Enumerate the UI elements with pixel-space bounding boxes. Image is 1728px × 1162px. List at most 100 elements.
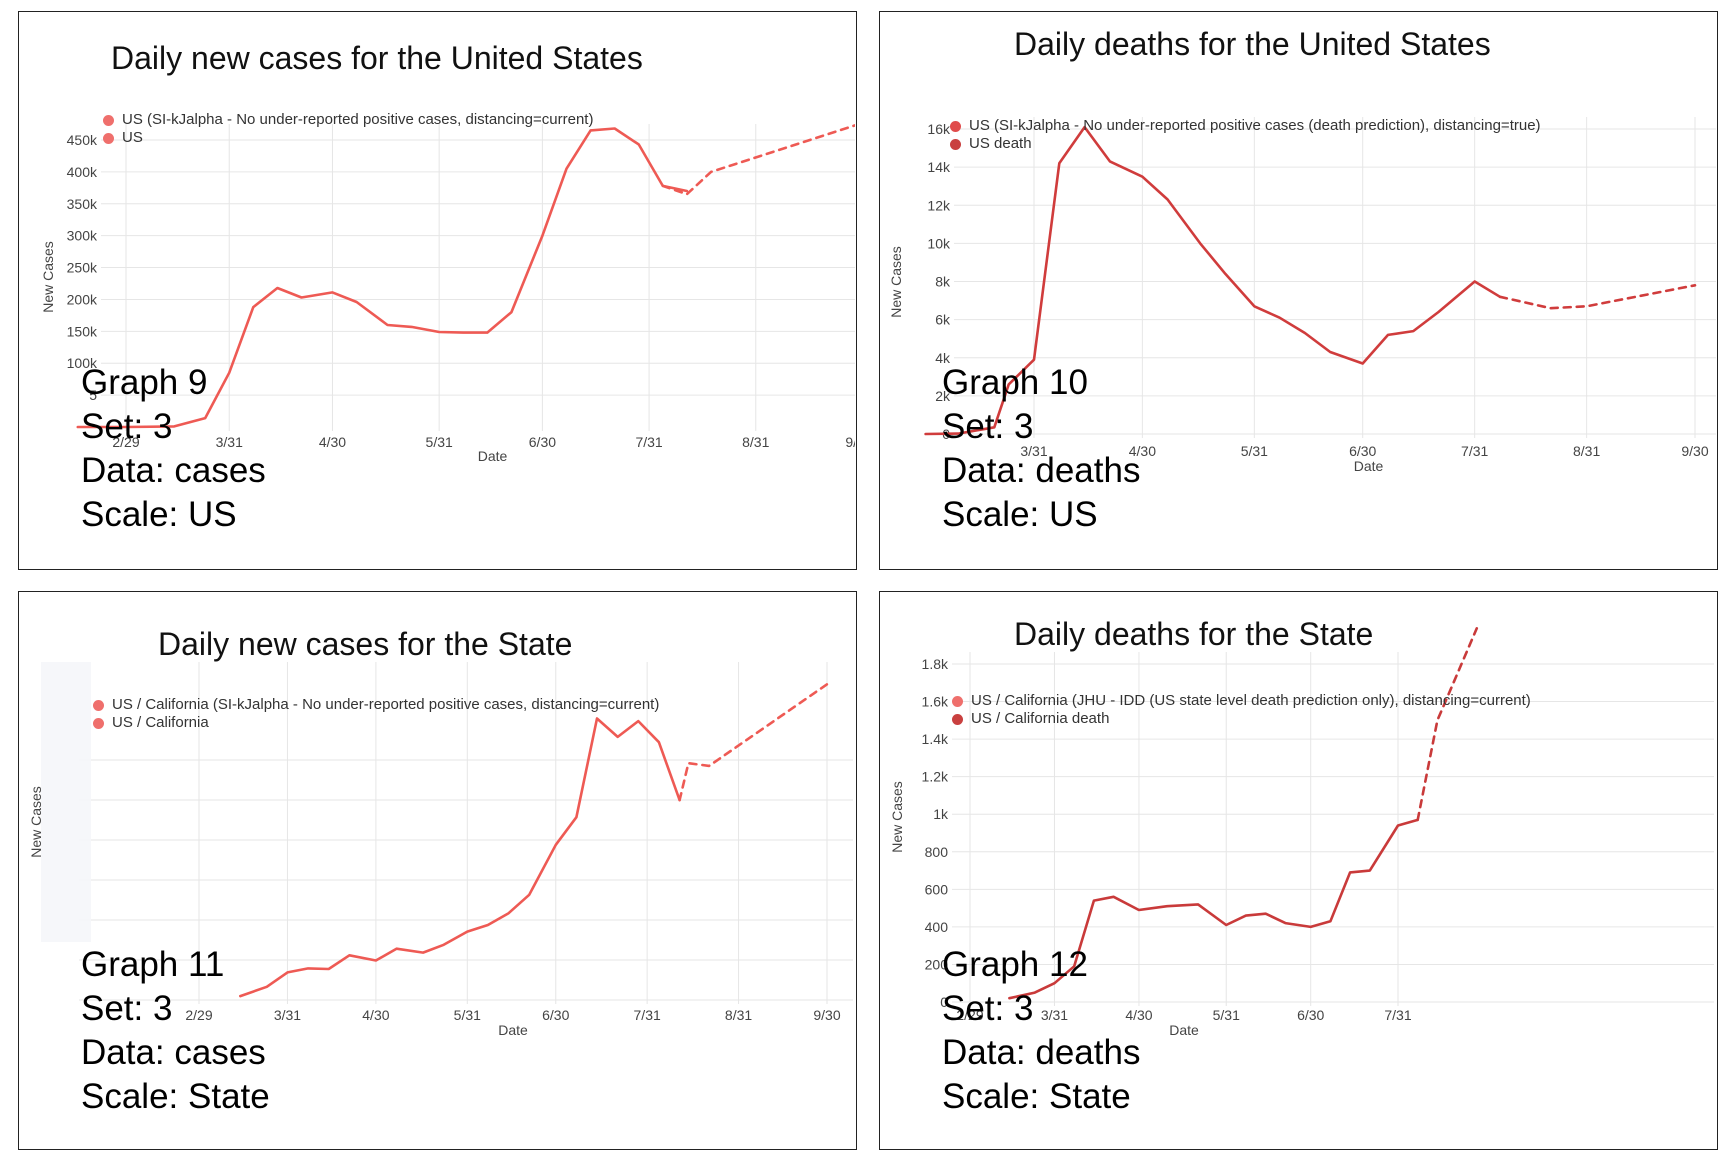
y-tick-label: 800 xyxy=(925,844,949,860)
graph-info-block: Graph 9 Set: 3 Data: cases Scale: US xyxy=(81,361,266,537)
x-tick-label: 2/29 xyxy=(112,434,139,450)
legend-dot-icon xyxy=(952,713,963,725)
chart-panel-state-cases: 2/29 3/31 4/30 5/31 6/30 7/31 8/31 9/30 Date New … xyxy=(18,591,857,1150)
axis-overlay xyxy=(41,662,91,942)
x-tick-label: 4/30 xyxy=(362,1007,389,1023)
legend-dot-icon xyxy=(93,717,104,729)
x-tick-label: 7/31 xyxy=(1461,443,1488,459)
graph-info-block: Graph 12 Set: 3 Data: deaths Scale: Stat… xyxy=(942,943,1140,1119)
graph-number: Graph 11 xyxy=(81,945,225,984)
x-tick-label: 9/30 xyxy=(813,1007,840,1023)
legend-dot-icon xyxy=(952,695,963,707)
forecast-series-line xyxy=(1498,284,1697,310)
actual-series-line xyxy=(239,717,681,998)
y-tick-label: 1.8k xyxy=(922,656,949,672)
graph-data-type: Data: deaths xyxy=(942,451,1141,490)
actual-series-line xyxy=(1008,818,1419,1000)
chart-title: Daily new cases for the United States xyxy=(111,40,643,76)
legend-item-actual: US xyxy=(103,129,593,147)
y-tick-label: 6k xyxy=(935,312,951,328)
x-axis: 2/29 3/31 4/30 5/31 6/30 7/31 8/31 9/30 xyxy=(185,662,841,1023)
chart-title: Daily deaths for the State xyxy=(1014,616,1374,652)
y-tick-label: 350k xyxy=(67,196,98,212)
y-axis-label: New Cases xyxy=(888,246,904,318)
y-tick-label: 200 xyxy=(925,956,949,972)
y-axis xyxy=(79,759,853,1001)
x-axis-label: Date xyxy=(1354,458,1384,474)
graph-scale: Scale: State xyxy=(942,1077,1131,1116)
x-tick-label: 4/30 xyxy=(319,434,346,450)
forecast-series-line xyxy=(661,124,855,196)
x-axis: 2/29 3/31 4/30 5/31 6/30 7/31 xyxy=(956,652,1412,1023)
legend-item-forecast: US (SI-kJalpha - No under-reported posit… xyxy=(950,117,1541,135)
x-tick-label: 7/31 xyxy=(635,434,662,450)
x-tick-label: 7/31 xyxy=(1384,1007,1411,1023)
graph-info-block: Graph 10 Set: 3 Data: deaths Scale: US xyxy=(942,361,1140,537)
y-axis: 0 200 400 600 800 1k 1.2k 1.4k 1.6k 1.8k xyxy=(922,656,1714,1010)
legend-dot-icon xyxy=(103,114,114,126)
chart-title: Daily new cases for the State xyxy=(158,626,573,662)
y-tick-label: 5 xyxy=(89,387,97,403)
x-tick-label: 8/31 xyxy=(1573,443,1600,459)
legend-label: US death xyxy=(969,135,1032,152)
legend-label: US xyxy=(122,129,143,146)
x-axis: 3/31 4/30 5/31 6/30 7/31 8/31 9/30 xyxy=(1020,117,1709,459)
actual-series-line xyxy=(76,127,689,429)
y-tick-label: 14k xyxy=(927,159,951,175)
graph-data-type: Data: cases xyxy=(81,1033,266,1072)
graph-set: Set: 3 xyxy=(81,407,173,446)
x-tick-label: 5/31 xyxy=(454,1007,481,1023)
chart-legend: US (SI-kJalpha - No under-reported posit… xyxy=(103,111,593,147)
legend-label: US (SI-kJalpha - No under-reported posit… xyxy=(122,111,594,128)
graph-scale: Scale: US xyxy=(81,495,237,534)
chart-plot-us-cases: 2/29 3/31 4/30 5/31 6/30 7/31 8/31 9/30 Date 5 100… xyxy=(40,124,855,464)
x-tick-label: 5/31 xyxy=(1213,1007,1240,1023)
x-tick-label: 9/30 xyxy=(845,434,855,450)
y-tick-label: 1.4k xyxy=(922,731,949,747)
forecast-series-line xyxy=(1416,627,1479,822)
x-tick-label: 6/30 xyxy=(542,1007,569,1023)
graph-set: Set: 3 xyxy=(942,989,1034,1028)
x-tick-label: 5/31 xyxy=(1241,443,1268,459)
y-tick-label: 200k xyxy=(67,291,98,307)
legend-label: US (SI-kJalpha - No under-reported posit… xyxy=(969,117,1541,134)
x-tick-label: 6/30 xyxy=(1297,1007,1324,1023)
y-axis-label: New Cases xyxy=(40,241,56,313)
chart-title: Daily deaths for the United States xyxy=(1014,26,1491,62)
y-tick-label: 1.6k xyxy=(922,694,949,710)
graph-data-type: Data: cases xyxy=(81,451,266,490)
legend-item-actual: US death xyxy=(950,135,1541,153)
x-tick-label: 7/31 xyxy=(634,1007,661,1023)
y-tick-label: 16k xyxy=(927,121,951,137)
x-axis-label: Date xyxy=(1169,1022,1199,1038)
x-tick-label: 3/31 xyxy=(1020,443,1047,459)
x-tick-label: 3/31 xyxy=(274,1007,301,1023)
chart-legend: US / California (JHU - IDD (US state lev… xyxy=(952,692,1531,728)
legend-item-forecast: US (SI-kJalpha - No under-reported posit… xyxy=(103,111,593,129)
x-axis-label: Date xyxy=(498,1022,528,1038)
x-tick-label: 8/31 xyxy=(742,434,769,450)
x-tick-label: 2/29 xyxy=(956,1007,983,1023)
y-tick-label: 400k xyxy=(67,164,98,180)
legend-item-forecast: US / California (JHU - IDD (US state lev… xyxy=(952,692,1531,710)
y-axis-label: New Cases xyxy=(28,786,44,858)
legend-item-actual: US / California xyxy=(93,714,659,732)
chart-panel-state-deaths: 2/29 3/31 4/30 5/31 6/30 7/31 Date 0 200 400 600 80… xyxy=(879,591,1718,1150)
graph-set: Set: 3 xyxy=(942,407,1034,446)
x-axis: 2/29 3/31 4/30 5/31 6/30 7/31 8/31 9/30 xyxy=(112,124,855,450)
x-tick-label: 4/30 xyxy=(1129,443,1156,459)
actual-series-line xyxy=(924,125,1502,436)
x-tick-label: 5/31 xyxy=(426,434,453,450)
legend-dot-icon xyxy=(950,138,961,150)
y-axis: 5 100k 150k 200k 250k 300k 350k 400k 450k xyxy=(67,132,855,403)
x-tick-label: 2/29 xyxy=(185,1007,212,1023)
forecast-series-line xyxy=(678,683,829,802)
legend-label: US / California xyxy=(112,714,209,731)
y-tick-label: 12k xyxy=(927,197,951,213)
graph-scale: Scale: State xyxy=(81,1077,270,1116)
chart-panel-us-cases: 2/29 3/31 4/30 5/31 6/30 7/31 8/31 9/30 Date 5 100… xyxy=(18,11,857,570)
legend-dot-icon xyxy=(950,120,961,132)
x-tick-label: 3/31 xyxy=(216,434,243,450)
x-tick-label: 6/30 xyxy=(1349,443,1376,459)
legend-dot-icon xyxy=(103,132,114,144)
